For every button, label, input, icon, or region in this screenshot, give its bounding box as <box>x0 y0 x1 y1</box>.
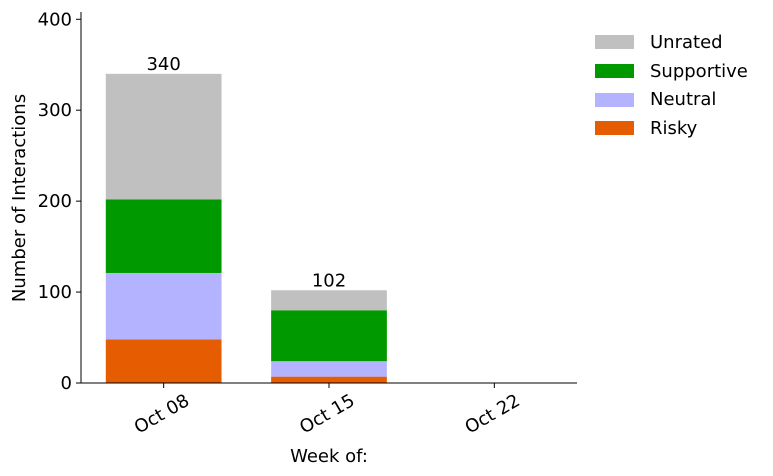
legend-item: Neutral <box>595 85 748 114</box>
legend-swatch-risky <box>595 121 634 136</box>
x-tick-label: Oct 08 <box>131 390 193 438</box>
bar-segment-supportive-1 <box>271 310 387 362</box>
legend-label-unrated: Unrated <box>650 31 723 53</box>
y-tick-label: 400 <box>38 9 72 30</box>
y-tick-label: 200 <box>38 191 72 212</box>
total-label: 102 <box>312 270 346 291</box>
x-tick-label: Oct 15 <box>296 390 358 438</box>
bar-segment-unrated-0 <box>105 73 222 200</box>
y-tick-label: 300 <box>38 100 72 121</box>
legend-swatch-supportive <box>595 64 634 79</box>
x-axis-label: Week of: <box>290 446 368 467</box>
bars-layer <box>105 73 387 383</box>
bar-segment-neutral-1 <box>271 361 387 377</box>
bar-segment-risky-1 <box>271 376 387 383</box>
legend-label-supportive: Supportive <box>650 60 748 82</box>
legend-item: Supportive <box>595 57 748 86</box>
y-tick-label: 100 <box>38 282 72 303</box>
legend-label-neutral: Neutral <box>650 89 717 111</box>
bar-segment-unrated-1 <box>271 290 387 311</box>
legend-item: Risky <box>595 114 748 143</box>
bar-segment-neutral-0 <box>105 272 222 340</box>
x-ticks: Oct 08 Oct 15 Oct 22 <box>131 383 524 438</box>
legend-swatch-neutral <box>595 92 634 107</box>
x-tick-label: Oct 22 <box>461 390 523 438</box>
legend-swatch-unrated <box>595 35 634 50</box>
y-axis-label: Number of Interactions <box>9 94 30 302</box>
total-label: 340 <box>146 54 180 75</box>
bar-segment-supportive-0 <box>105 199 222 273</box>
bar-segment-risky-0 <box>105 339 222 383</box>
legend-item: Unrated <box>595 28 748 57</box>
legend-label-risky: Risky <box>650 117 698 139</box>
total-labels: 340 102 <box>146 54 346 291</box>
y-ticks: 0 100 200 300 400 <box>38 9 81 394</box>
legend: Unrated Supportive Neutral Risky <box>595 28 748 143</box>
y-tick-label: 0 <box>61 373 72 394</box>
